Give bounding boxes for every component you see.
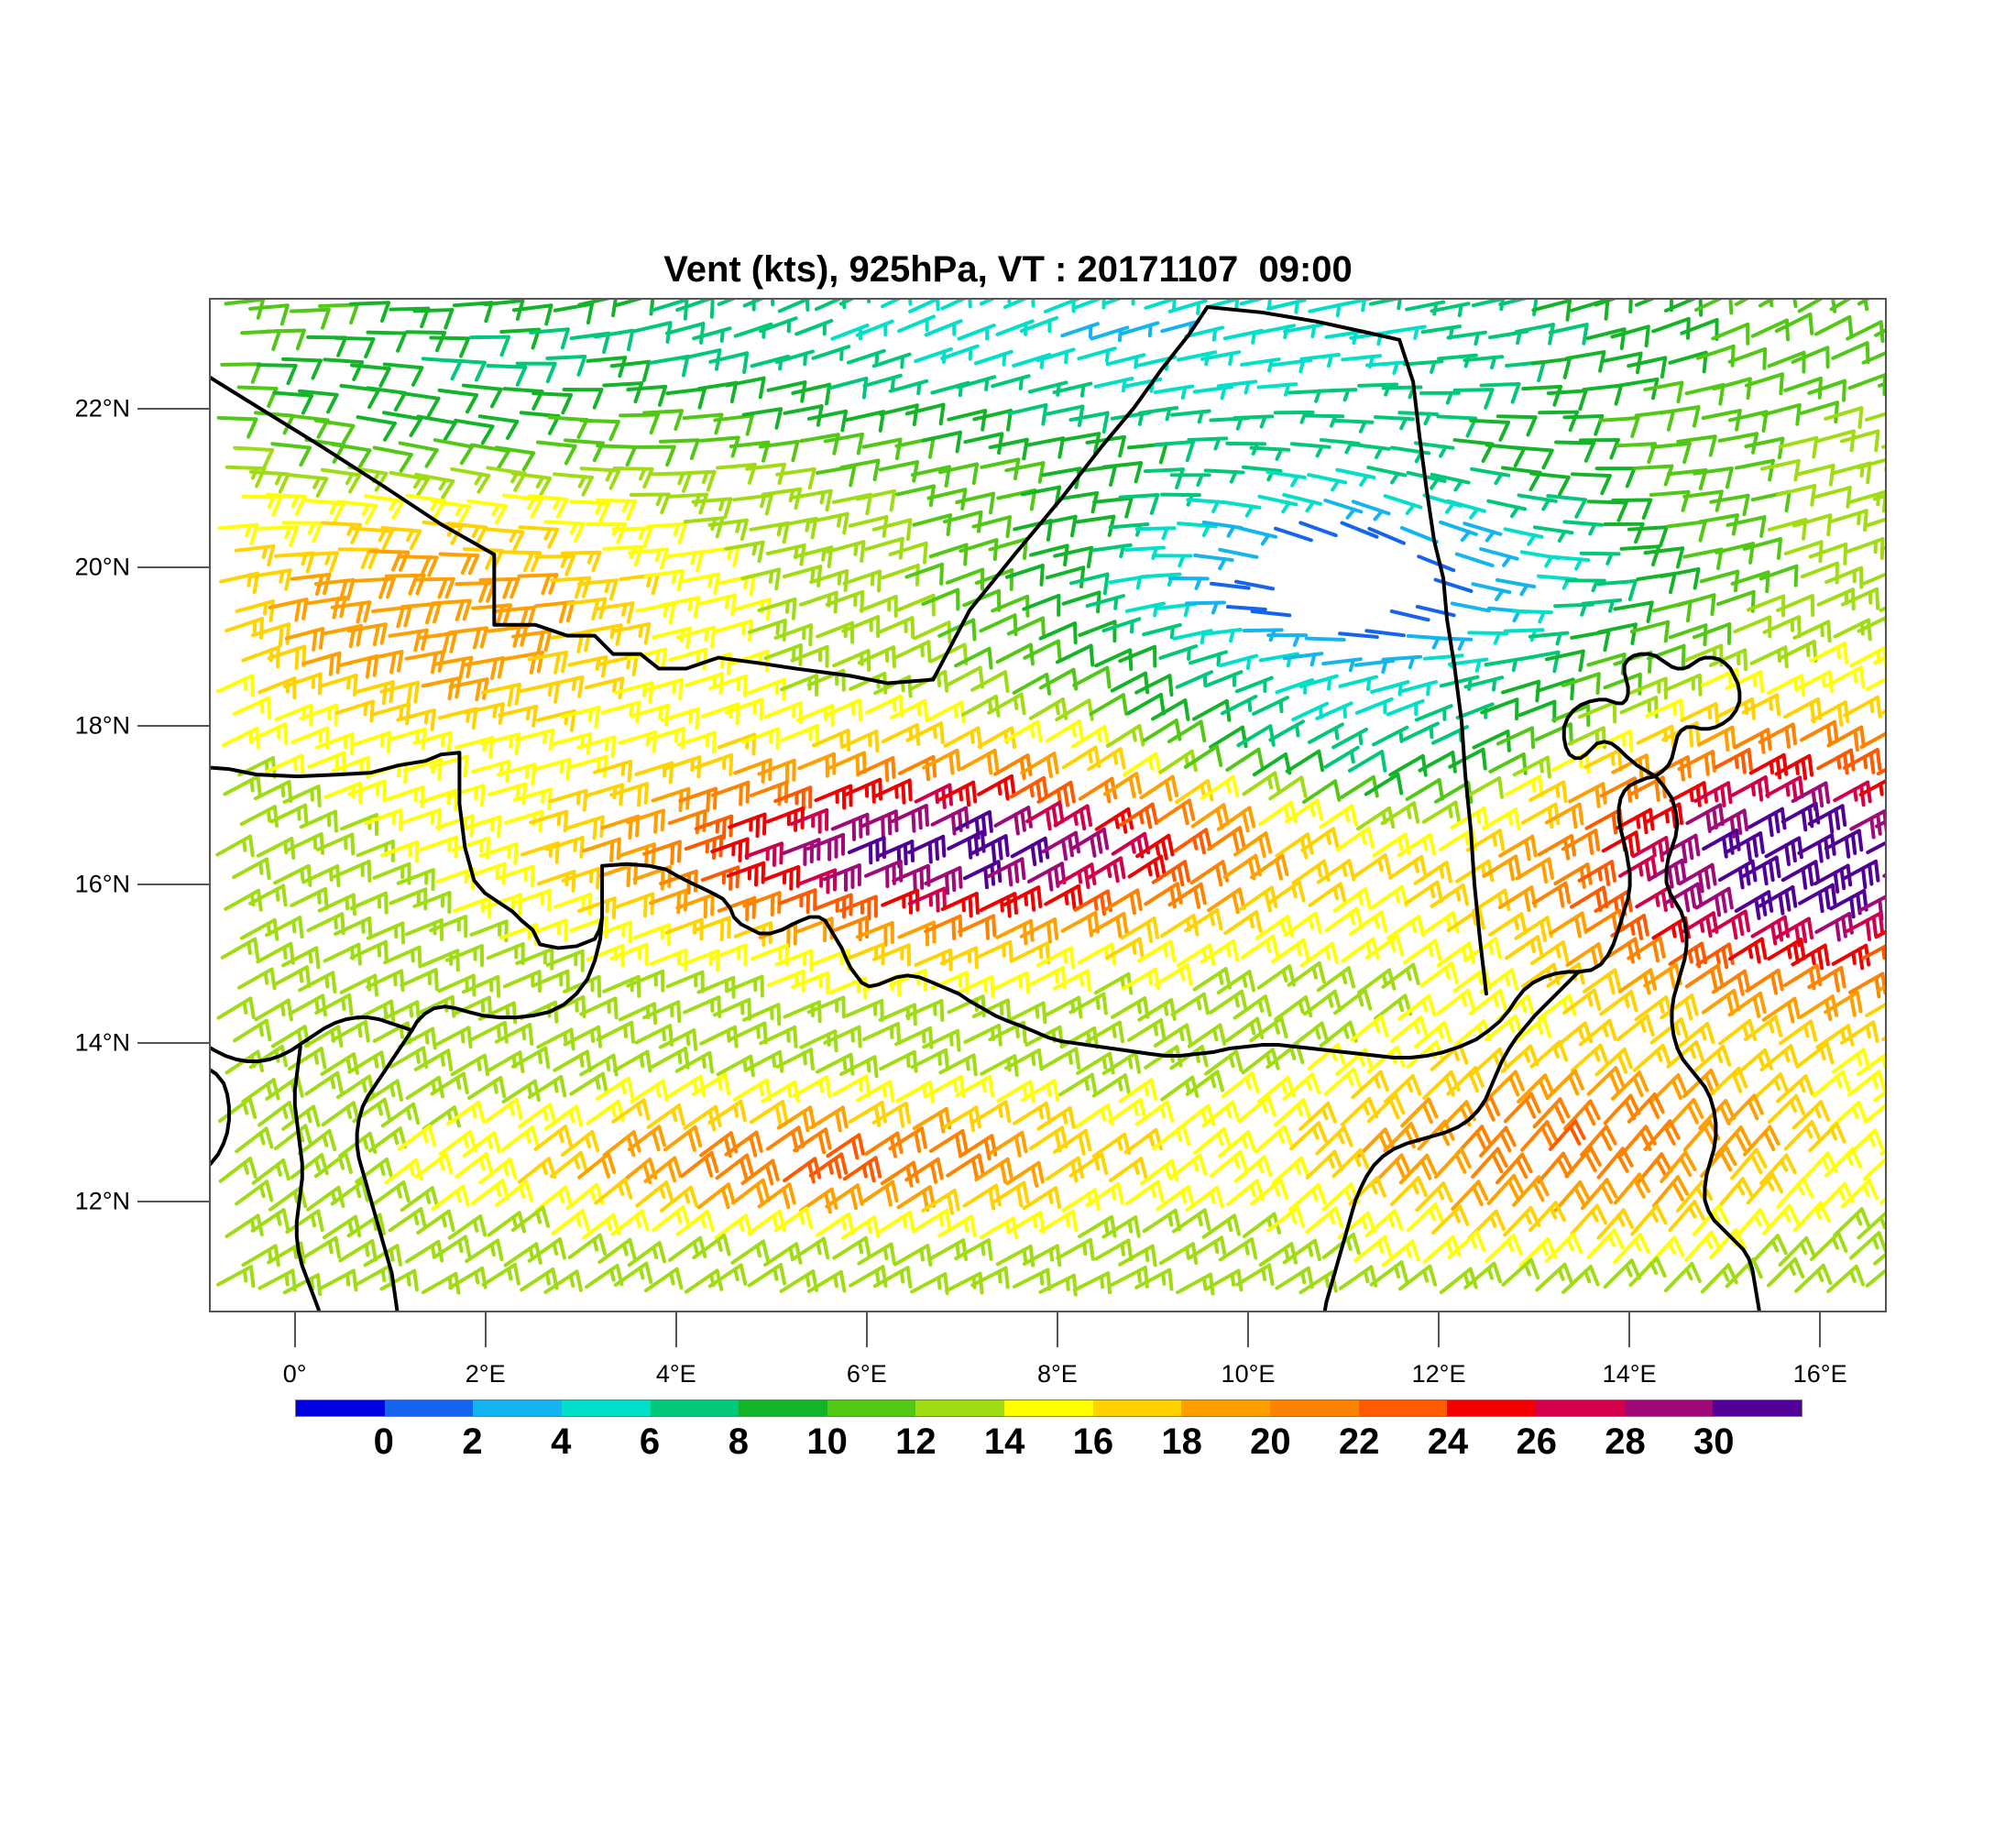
latitude-tick-label: 14°N [74, 1028, 130, 1057]
latitude-tick-mark [137, 1200, 209, 1202]
latitude-tick-mark [137, 883, 209, 885]
colorbar-segment [650, 1400, 740, 1416]
colorbar-tick-label: 14 [983, 1421, 1025, 1462]
colorbar-segment [915, 1400, 1005, 1416]
latitude-tick-mark [137, 725, 209, 728]
colorbar-segment [827, 1400, 916, 1416]
longitude-tick-mark [1628, 1312, 1631, 1347]
colorbar-tick-label: 28 [1605, 1421, 1646, 1462]
colorbar [295, 1399, 1802, 1417]
colorbar-tick-label: 26 [1516, 1421, 1557, 1462]
latitude-tick-mark [137, 408, 209, 411]
latitude-tick-mark [137, 566, 209, 569]
colorbar-tick-label: 8 [728, 1421, 749, 1462]
longitude-tick-mark [1819, 1312, 1822, 1347]
colorbar-segment [1092, 1400, 1182, 1416]
latitude-tick-label: 12°N [74, 1187, 130, 1215]
longitude-tick-mark [484, 1312, 487, 1347]
page-title: Vent (kts), 925hPa, VT : 20171107 09:00 [663, 249, 1353, 290]
colorbar-segment [1624, 1400, 1714, 1416]
colorbar-tick-label: 20 [1250, 1421, 1291, 1462]
colorbar-segment [384, 1400, 474, 1416]
latitude-tick-label: 18°N [74, 711, 130, 740]
map-plot-area [209, 298, 1887, 1312]
longitude-tick-label: 8°E [1036, 1360, 1078, 1388]
longitude-tick-mark [1246, 1312, 1249, 1347]
latitude-tick-label: 22°N [74, 394, 130, 423]
colorbar-tick-label: 0 [373, 1421, 394, 1462]
longitude-tick-label: 0° [282, 1360, 307, 1388]
latitude-tick-label: 20°N [74, 553, 130, 581]
longitude-tick-label: 16°E [1792, 1360, 1847, 1388]
colorbar-segment [296, 1400, 385, 1416]
colorbar-tick-label: 6 [639, 1421, 661, 1462]
colorbar-tick-label: 2 [462, 1421, 483, 1462]
colorbar-segment [1181, 1400, 1271, 1416]
colorbar-segment [561, 1400, 651, 1416]
longitude-tick-mark [674, 1312, 677, 1347]
longitude-tick-label: 14°E [1602, 1360, 1657, 1388]
colorbar-tick-label: 10 [806, 1421, 848, 1462]
colorbar-tick-label: 12 [895, 1421, 937, 1462]
longitude-tick-mark [1056, 1312, 1058, 1347]
colorbar-segment [473, 1400, 562, 1416]
longitude-tick-label: 12°E [1411, 1360, 1466, 1388]
longitude-tick-mark [1438, 1312, 1441, 1347]
colorbar-tick-label: 30 [1693, 1421, 1735, 1462]
colorbar-segment [1004, 1400, 1093, 1416]
latitude-tick-mark [137, 1041, 209, 1044]
colorbar-tick-label: 22 [1338, 1421, 1380, 1462]
longitude-tick-label: 4°E [655, 1360, 696, 1388]
country-border-layer [211, 304, 1761, 1311]
longitude-tick-label: 6°E [846, 1360, 887, 1388]
colorbar-tick-label: 18 [1161, 1421, 1202, 1462]
map-canvas [211, 300, 1885, 1311]
colorbar-tick-labels: 0 2 4 6 8 10 12 14 16 18 20 22 24 26 28 30 [295, 1421, 1802, 1463]
longitude-tick-mark [293, 1312, 296, 1347]
wind-barb-layer [215, 300, 1885, 1297]
colorbar-segment [1447, 1400, 1536, 1416]
colorbar-tick-label: 16 [1072, 1421, 1114, 1462]
longitude-tick-label: 10°E [1221, 1360, 1276, 1388]
colorbar-segment [739, 1400, 827, 1416]
colorbar-segment [1270, 1400, 1359, 1416]
longitude-tick-mark [865, 1312, 868, 1347]
colorbar-segment [1713, 1400, 1802, 1416]
colorbar-segment [1358, 1400, 1448, 1416]
colorbar-tick-label: 24 [1427, 1421, 1469, 1462]
colorbar-segment [1535, 1400, 1625, 1416]
longitude-tick-label: 2°E [465, 1360, 506, 1388]
colorbar-tick-label: 4 [551, 1421, 572, 1462]
latitude-tick-label: 16°N [74, 870, 130, 898]
